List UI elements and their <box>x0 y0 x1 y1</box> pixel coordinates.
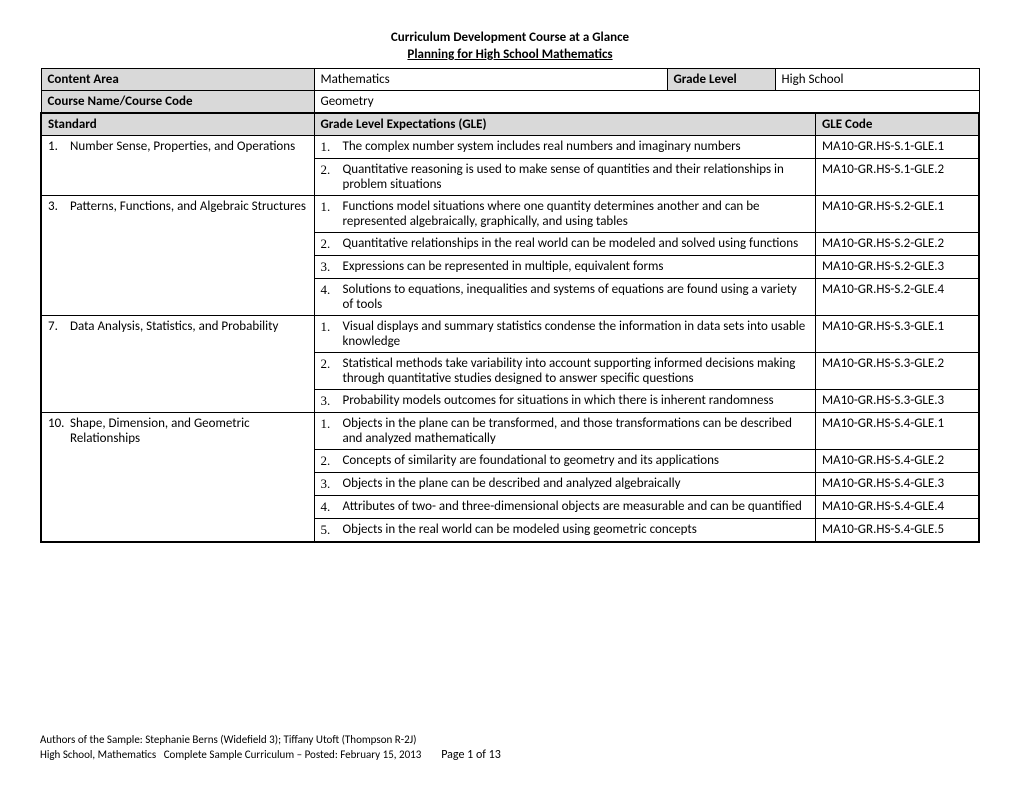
footer-school: High School, Mathematics <box>40 748 156 761</box>
gle-num: 1. <box>321 199 343 229</box>
gle-num: 3. <box>321 476 343 492</box>
page-of: of <box>473 748 488 762</box>
gle-code: MA10-GR.HS-S.2-GLE.1 <box>816 195 980 232</box>
gle-cell: 3.Objects in the plane can be described … <box>314 472 816 495</box>
gle-text: Expressions can be represented in multip… <box>343 259 810 275</box>
gle-cell: 4.Solutions to equations, inequalities a… <box>314 278 816 315</box>
gle-text: Visual displays and summary statistics c… <box>343 319 810 349</box>
standard-num: 10. <box>48 416 70 446</box>
gle-text: The complex number system includes real … <box>343 139 810 155</box>
gle-num: 1. <box>321 319 343 349</box>
gle-text: Objects in the plane can be transformed,… <box>343 416 810 446</box>
gle-cell: 2.Statistical methods take variability i… <box>314 352 816 389</box>
standard-cell: 10.Shape, Dimension, and Geometric Relat… <box>41 412 314 542</box>
page-total: 13 <box>489 748 501 762</box>
gle-text: Probability models outcomes for situatio… <box>343 393 810 409</box>
gle-cell: 5.Objects in the real world can be model… <box>314 518 816 542</box>
gle-text: Statistical methods take variability int… <box>343 356 810 386</box>
gle-code: MA10-GR.HS-S.3-GLE.1 <box>816 315 980 352</box>
gle-cell: 3.Probability models outcomes for situat… <box>314 389 816 412</box>
gle-cell: 4.Attributes of two- and three-dimension… <box>314 495 816 518</box>
standard-cell: 3.Patterns, Functions, and Algebraic Str… <box>41 195 314 315</box>
gle-cell: 1.Visual displays and summary statistics… <box>314 315 816 352</box>
gle-num: 2. <box>321 162 343 192</box>
curriculum-table: Content Area Mathematics Grade Level Hig… <box>40 68 980 543</box>
footer: Authors of the Sample: Stephanie Berns (… <box>40 732 501 764</box>
gle-cell: 3.Expressions can be represented in mult… <box>314 255 816 278</box>
title-line2: Planning for High School Mathematics <box>40 47 980 64</box>
standard-num: 1. <box>48 139 70 154</box>
standard-name: Shape, Dimension, and Geometric Relation… <box>70 416 308 446</box>
gle-code: MA10-GR.HS-S.4-GLE.5 <box>816 518 980 542</box>
gle-cell: 1.The complex number system includes rea… <box>314 135 816 158</box>
standard-num: 3. <box>48 199 70 214</box>
gle-code: MA10-GR.HS-S.3-GLE.2 <box>816 352 980 389</box>
gle-num: 1. <box>321 139 343 155</box>
col-code: GLE Code <box>816 113 980 136</box>
gle-cell: 2.Quantitative reasoning is used to make… <box>314 158 816 195</box>
gle-text: Quantitative relationships in the real w… <box>343 236 810 252</box>
col-gle: Grade Level Expectations (GLE) <box>314 113 816 136</box>
gle-num: 2. <box>321 453 343 469</box>
gle-code: MA10-GR.HS-S.4-GLE.4 <box>816 495 980 518</box>
gle-num: 2. <box>321 236 343 252</box>
content-area-label: Content Area <box>41 68 314 90</box>
gle-num: 2. <box>321 356 343 386</box>
gle-text: Objects in the plane can be described an… <box>343 476 810 492</box>
gle-code: MA10-GR.HS-S.1-GLE.1 <box>816 135 980 158</box>
gle-cell: 2.Concepts of similarity are foundationa… <box>314 449 816 472</box>
standard-name: Patterns, Functions, and Algebraic Struc… <box>70 199 308 214</box>
gle-text: Attributes of two- and three-dimensional… <box>343 499 810 515</box>
page-prefix: Page <box>441 748 467 762</box>
title-block: Curriculum Development Course at a Glanc… <box>40 30 980 64</box>
gle-num: 1. <box>321 416 343 446</box>
gle-code: MA10-GR.HS-S.4-GLE.3 <box>816 472 980 495</box>
standard-name: Number Sense, Properties, and Operations <box>70 139 308 154</box>
standard-cell: 7.Data Analysis, Statistics, and Probabi… <box>41 315 314 412</box>
course-value: Geometry <box>314 90 979 113</box>
gle-text: Functions model situations where one qua… <box>343 199 810 229</box>
gle-code: MA10-GR.HS-S.3-GLE.3 <box>816 389 980 412</box>
gle-cell: 1.Functions model situations where one q… <box>314 195 816 232</box>
gle-code: MA10-GR.HS-S.4-GLE.2 <box>816 449 980 472</box>
gle-text: Concepts of similarity are foundational … <box>343 453 810 469</box>
grade-level-value: High School <box>775 68 979 90</box>
footer-curriculum: Complete Sample Curriculum – Posted: Feb… <box>164 748 422 761</box>
gle-text: Solutions to equations, inequalities and… <box>343 282 810 312</box>
title-line1: Curriculum Development Course at a Glanc… <box>40 30 980 47</box>
gle-num: 4. <box>321 499 343 515</box>
gle-code: MA10-GR.HS-S.4-GLE.1 <box>816 412 980 449</box>
gle-num: 4. <box>321 282 343 312</box>
gle-code: MA10-GR.HS-S.2-GLE.2 <box>816 232 980 255</box>
content-area-value: Mathematics <box>314 68 667 90</box>
gle-code: MA10-GR.HS-S.2-GLE.3 <box>816 255 980 278</box>
grade-level-label: Grade Level <box>667 68 775 90</box>
gle-num: 3. <box>321 259 343 275</box>
gle-code: MA10-GR.HS-S.1-GLE.2 <box>816 158 980 195</box>
standard-num: 7. <box>48 319 70 334</box>
gle-cell: 1.Objects in the plane can be transforme… <box>314 412 816 449</box>
standard-cell: 1.Number Sense, Properties, and Operatio… <box>41 135 314 195</box>
col-standard: Standard <box>41 113 314 136</box>
gle-text: Objects in the real world can be modeled… <box>343 522 810 538</box>
gle-num: 5. <box>321 522 343 538</box>
gle-code: MA10-GR.HS-S.2-GLE.4 <box>816 278 980 315</box>
footer-authors: Authors of the Sample: Stephanie Berns (… <box>40 732 501 747</box>
gle-num: 3. <box>321 393 343 409</box>
course-label: Course Name/Course Code <box>41 90 314 113</box>
gle-text: Quantitative reasoning is used to make s… <box>343 162 810 192</box>
gle-cell: 2.Quantitative relationships in the real… <box>314 232 816 255</box>
standard-name: Data Analysis, Statistics, and Probabili… <box>70 319 308 334</box>
